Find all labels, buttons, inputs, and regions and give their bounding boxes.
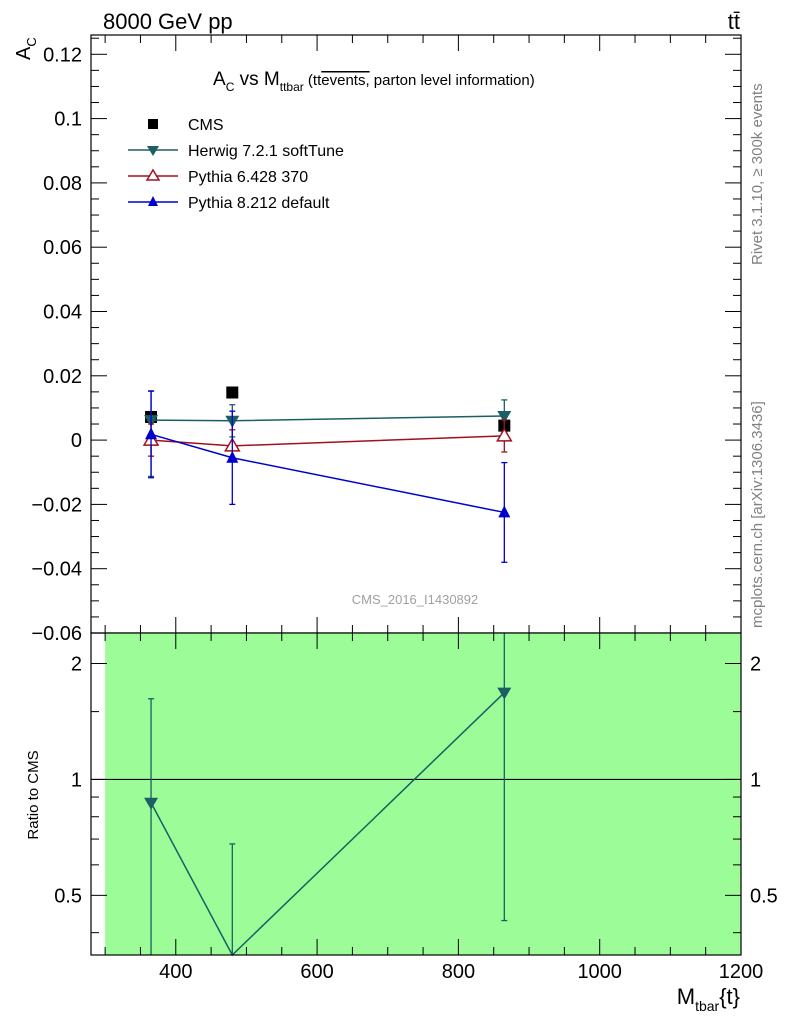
ratio-uncertainty-band [105,633,741,955]
main-y-axis-label: AC [13,37,39,60]
data-point [226,450,239,463]
legend-marker [147,146,159,156]
y-tick-label: 0 [71,430,82,452]
ratio-tick-right-2: 2 [750,653,761,675]
series-line [151,415,505,422]
main-y-tick-labels: 0.12 0.1 0.08 0.06 0.04 0.02 0 −0.02 −0.04 −0.06 [31,44,82,645]
legend-item: Pythia 8.212 default [128,195,330,212]
ratio-tick-left-1: 1 [71,769,82,791]
series-line [150,433,505,514]
x-tick-label: 800 [442,961,475,983]
x-tick-label: 1200 [719,961,764,983]
ratio-tick-right-1: 1 [750,769,761,791]
ratio-point [497,687,512,700]
x-tick-label: 400 [159,961,192,983]
legend-marker [148,196,158,206]
y-tick-label: 0.12 [43,44,82,66]
y-tick-label: −0.06 [31,623,82,645]
x-tick-label: 1000 [577,961,622,983]
ratio-plot-frame [90,632,742,956]
ratio-point [144,797,159,810]
mcplots-label: mcplots.cern.ch [arXiv:1306.3436] [749,401,766,628]
watermark: CMS_2016_I1430892 [352,592,479,607]
main-y-ticks [91,37,741,634]
data-point [145,427,158,440]
x-axis-tick-labels: 400 600 800 1000 1200 [159,961,763,983]
energy-label: 8000 GeV pp [103,9,233,34]
ratio-tick-left-2: 2 [71,653,82,675]
legend-label: Pythia 8.212 default [188,195,330,212]
y-tick-label: −0.04 [31,559,82,581]
main-plot: 0.120.10.080.060.040.020−0.02−0.04−0.06 … [13,34,742,645]
data-point [226,386,239,399]
ratio-y-axis-label: Ratio to CMS [25,750,42,839]
legend-item: Herwig 7.2.1 softTune [128,143,344,160]
series [142,419,513,463]
series [145,390,511,563]
y-tick-label: 0.1 [54,109,82,131]
ratio-tick-right-0-5: 0.5 [750,885,778,907]
data-point [496,427,513,442]
data-point [497,410,512,423]
series [145,386,511,432]
x-tick-label: 600 [300,961,333,983]
legend-marker [145,168,161,181]
y-tick-label: 0.06 [43,237,82,259]
y-tick-label: 0.08 [43,173,82,195]
x-axis-label: Mtbar{t} [677,984,740,1014]
y-tick-label: 0.04 [43,301,82,323]
legend-marker [148,119,158,129]
y-tick-label: 0.02 [43,366,82,388]
main-plot-title: AC vs Mttbar (ttevents, parton level inf… [213,69,535,94]
legend-item: Pythia 6.428 370 [128,168,308,186]
legend-label: Herwig 7.2.1 softTune [188,143,344,160]
x-axis-ticks [104,35,742,955]
legend: CMS Herwig 7.2.1 softTune Pythia 6.428 370… [128,117,344,212]
legend-label: Pythia 6.428 370 [188,169,308,186]
rivet-label: Rivet 3.1.10, ≥ 300k events [749,83,766,265]
ratio-plot: 2 1 0.5 2 1 0.5 Ratio to CMS [25,632,778,957]
data-point [498,505,511,518]
legend-label: CMS [188,117,224,134]
legend-item: CMS [148,117,224,134]
main-series [142,386,513,563]
series [144,390,512,478]
series-line [151,435,505,447]
process-label: tt̄ [728,9,740,34]
y-tick-label: −0.02 [31,494,82,516]
ratio-tick-left-0-5: 0.5 [54,885,82,907]
ratio-y-ticks [91,662,741,934]
